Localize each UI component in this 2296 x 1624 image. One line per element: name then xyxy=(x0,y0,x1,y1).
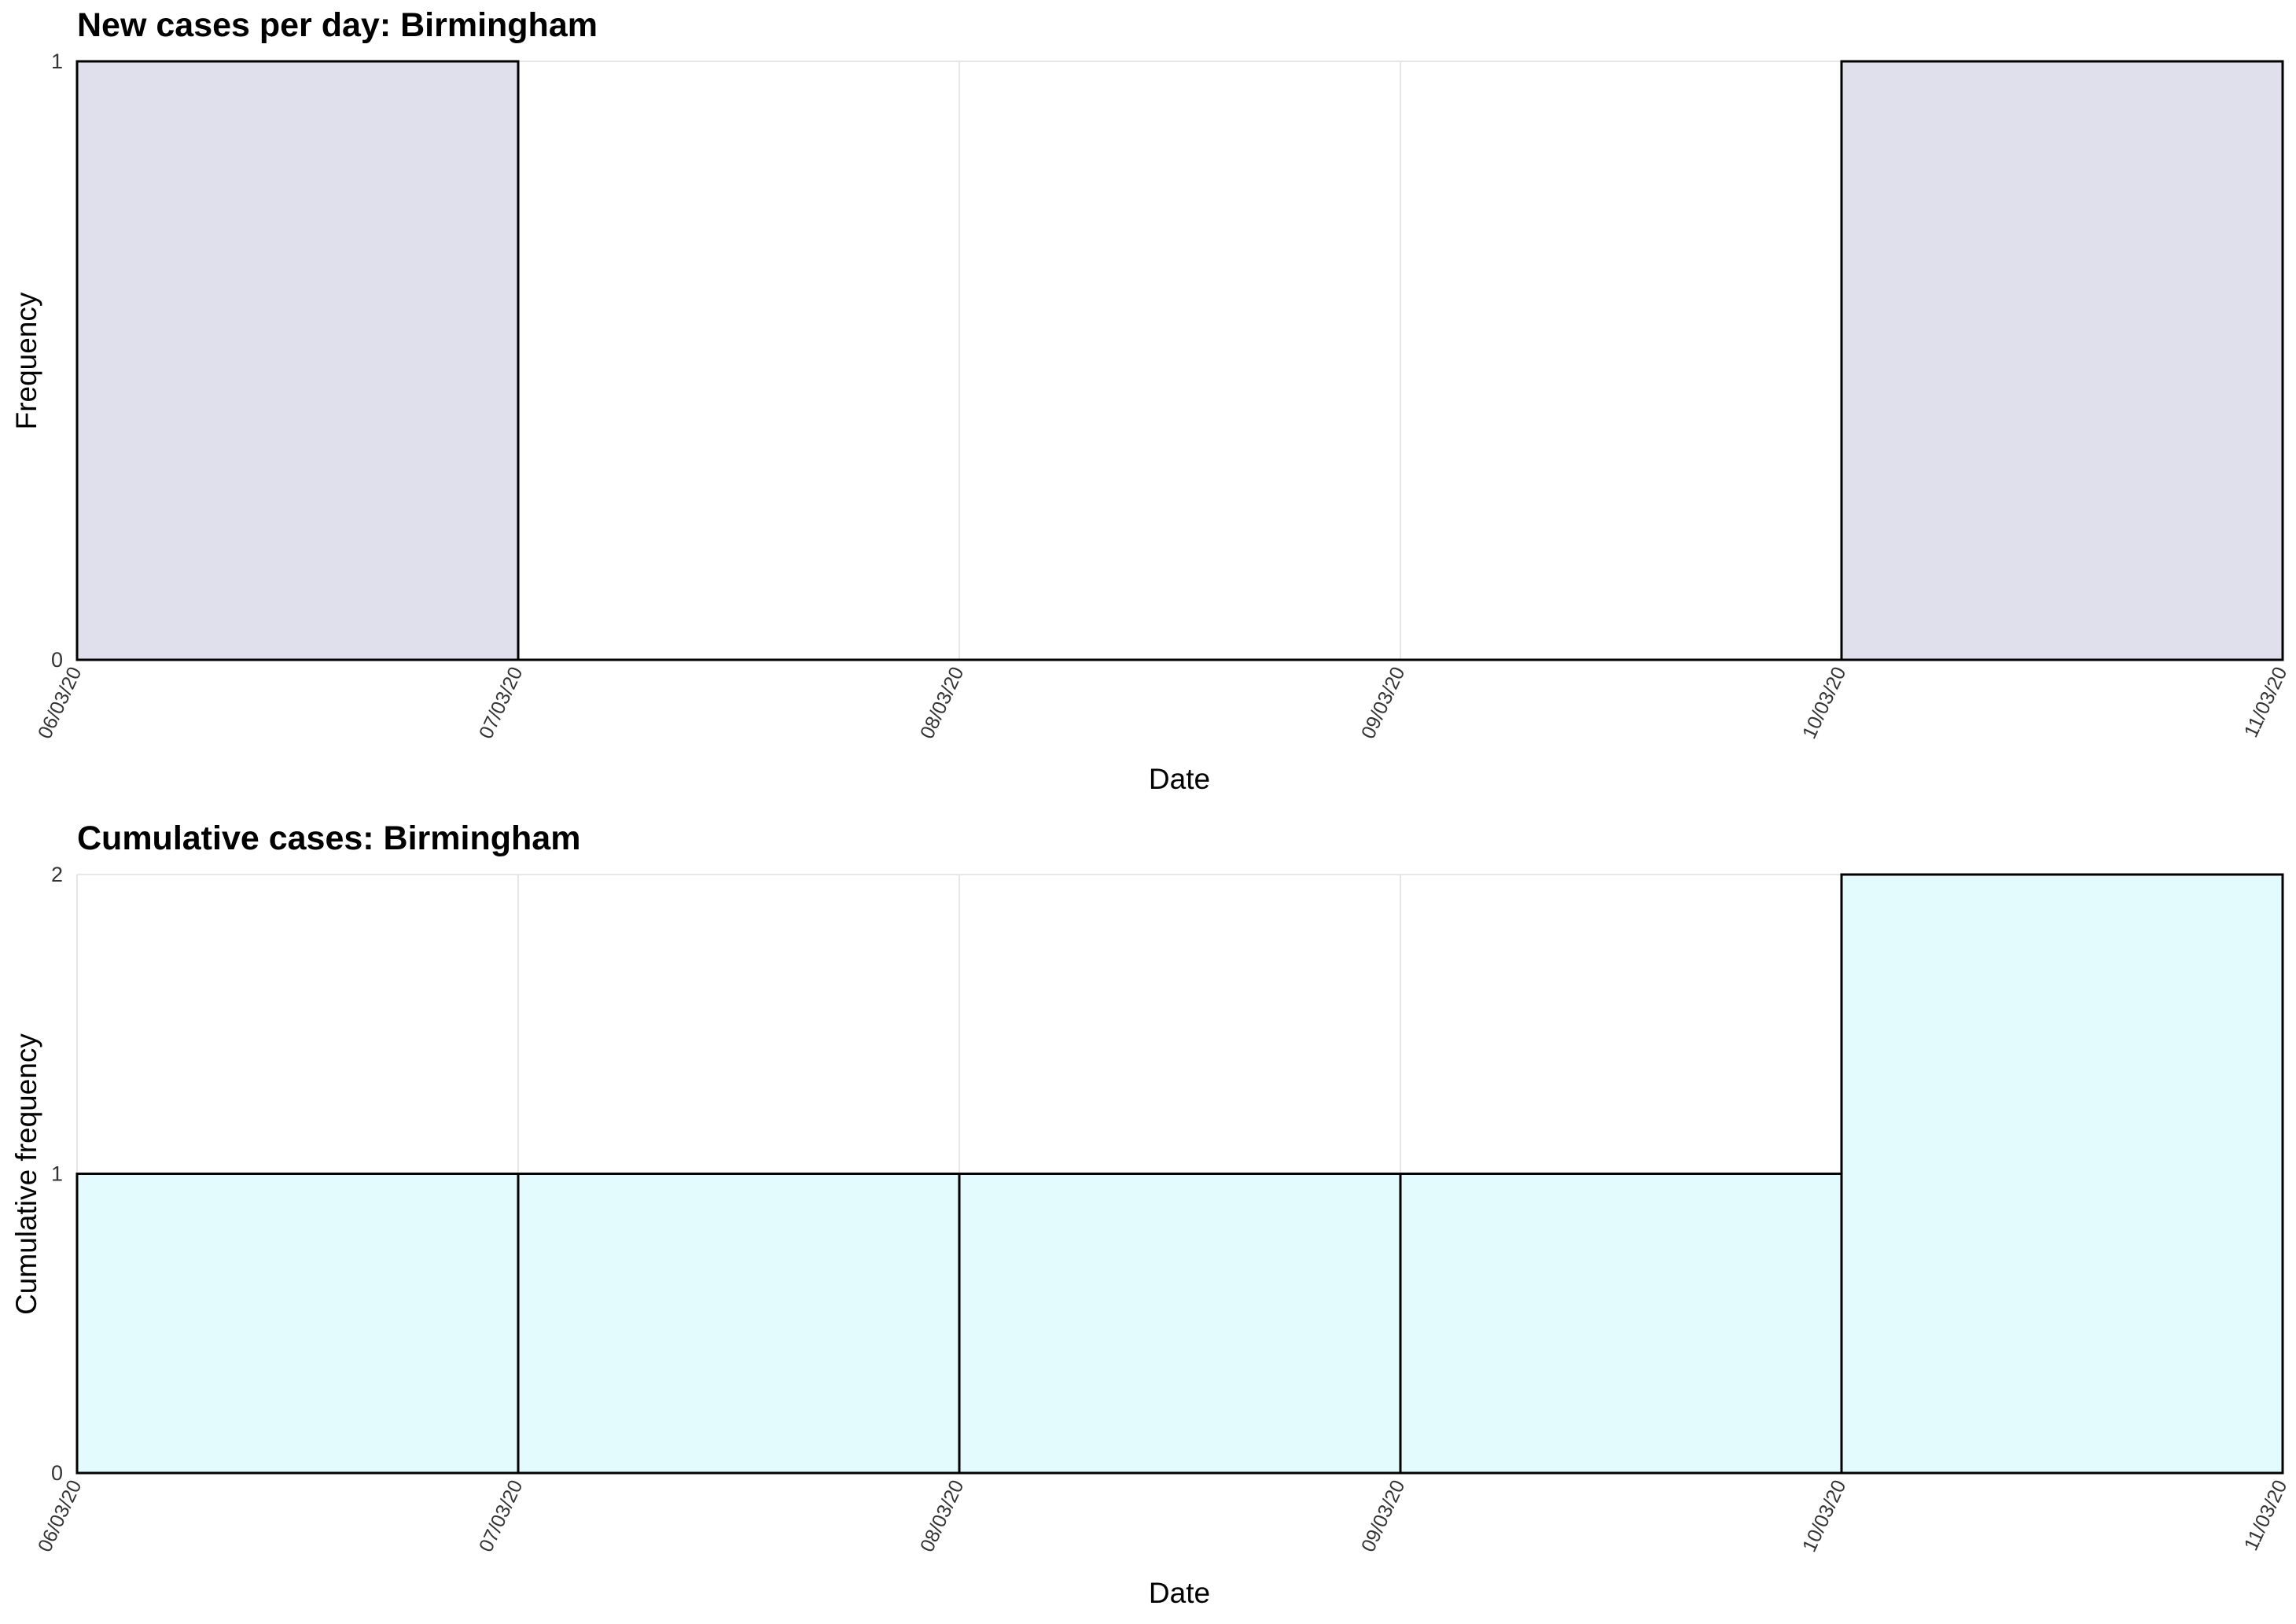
new-cases-x-axis-title: Date xyxy=(1149,763,1210,795)
cumulative-cases-bar xyxy=(1840,873,2284,1475)
cumulative-cases-bar xyxy=(1399,1173,1843,1475)
new-cases-y-tick-label: 0 xyxy=(51,648,63,672)
cumulative-cases-y-axis-title: Cumulative frequency xyxy=(10,1033,42,1315)
cumulative-cases-x-axis-title: Date xyxy=(1149,1577,1210,1609)
cumulative-cases-chart: Cumulative cases: Birmingham 012 06/03/2… xyxy=(10,819,2291,1609)
new-cases-bar xyxy=(1840,60,2284,661)
cumulative-cases-bar xyxy=(517,1173,961,1475)
new-cases-y-axis-title: Frequency xyxy=(10,292,42,429)
new-cases-y-ticks: 01 xyxy=(51,50,63,672)
new-cases-bar xyxy=(75,60,520,661)
cumulative-cases-bar xyxy=(958,1173,1402,1475)
new-cases-title: New cases per day: Birmingham xyxy=(77,6,598,44)
new-cases-bars xyxy=(75,60,2284,661)
cumulative-cases-y-ticks: 0 1 2 xyxy=(51,863,63,1485)
cumulative-cases-y-tick-label: 1 xyxy=(51,1162,63,1186)
new-cases-chart: New cases per day: Birmingham 01 06/03/2… xyxy=(10,6,2291,795)
cumulative-cases-y-tick-label: 0 xyxy=(51,1461,63,1485)
cumulative-cases-bars xyxy=(75,873,2284,1475)
cumulative-cases-bar xyxy=(75,1173,520,1475)
cumulative-cases-y-tick-label: 2 xyxy=(51,863,63,886)
new-cases-y-tick-label: 1 xyxy=(51,50,63,73)
cumulative-cases-title: Cumulative cases: Birmingham xyxy=(77,819,580,857)
